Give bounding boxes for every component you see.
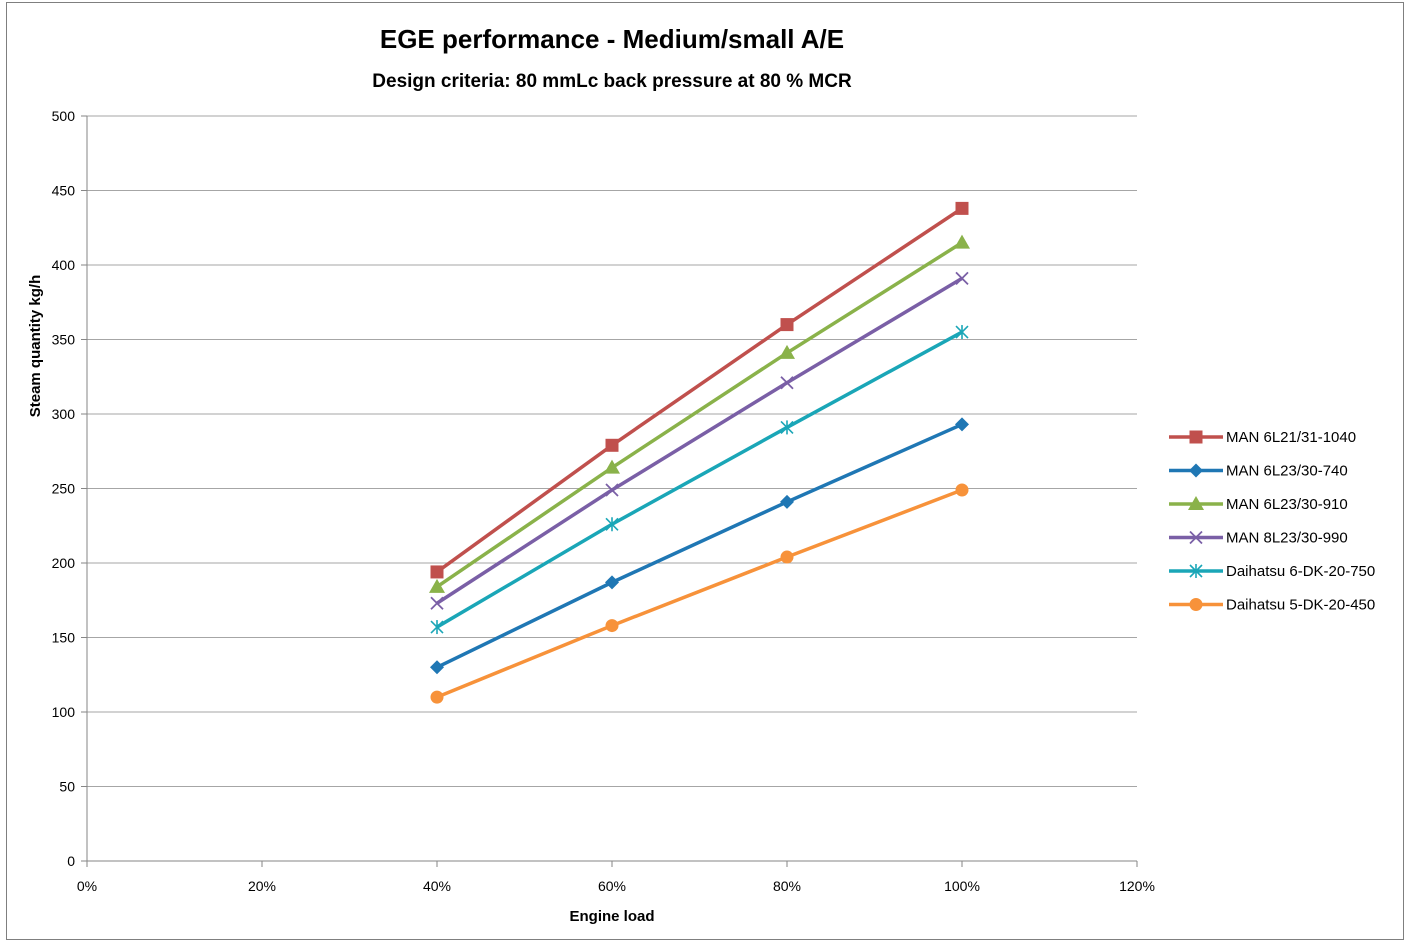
data-point — [605, 438, 619, 452]
data-point — [605, 517, 619, 532]
x-tick-label: 40% — [423, 878, 451, 894]
data-point — [780, 494, 794, 509]
legend-label: MAN 6L21/31-1040 — [1226, 429, 1356, 446]
legend-label: MAN 6L23/30-740 — [1226, 463, 1348, 480]
legend-item: Daihatsu 6-DK-20-750 — [1169, 563, 1375, 580]
legend-marker — [1188, 496, 1204, 510]
series-man-6l21-31-1040 — [430, 201, 969, 579]
y-tick-label: 300 — [52, 406, 76, 422]
legend-marker — [1189, 598, 1203, 611]
y-axis-label: Steam quantity kg/h — [27, 275, 44, 418]
legend-label: MAN 6L23/30-910 — [1226, 496, 1348, 513]
data-point — [605, 575, 619, 590]
series-daihatsu-5-dk-20-450 — [430, 483, 969, 704]
data-point — [955, 201, 969, 215]
x-axis-label: Engine load — [569, 908, 654, 925]
legend-item: MAN 6L23/30-740 — [1169, 463, 1348, 480]
data-point — [780, 550, 794, 564]
y-tick-label: 200 — [52, 555, 76, 571]
legend-item: MAN 6L21/31-1040 — [1169, 429, 1356, 446]
data-point — [605, 619, 619, 633]
series-line — [436, 241, 963, 589]
y-tick-label: 500 — [52, 108, 76, 124]
series-man-8l23-30-990 — [430, 271, 969, 610]
data-series — [429, 201, 970, 704]
legend-marker — [1189, 463, 1203, 478]
y-tick-label: 450 — [52, 183, 76, 199]
x-tick-label: 20% — [248, 878, 276, 894]
data-point — [955, 483, 969, 497]
data-point — [779, 344, 795, 359]
series-man-6l23-30-910 — [429, 234, 970, 593]
y-tick-label: 150 — [52, 630, 76, 646]
y-tick-label: 0 — [67, 853, 75, 869]
x-tick-label: 80% — [773, 878, 801, 894]
y-tick-label: 400 — [52, 257, 76, 273]
x-tick-label: 60% — [598, 878, 626, 894]
data-point — [780, 420, 794, 435]
series-line — [435, 206, 963, 574]
legend-marker — [1189, 430, 1203, 444]
x-tick-label: 0% — [77, 878, 97, 894]
chart-subtitle: Design criteria: 80 mmLc back pressure a… — [372, 71, 852, 92]
data-point — [780, 318, 794, 332]
series-line — [436, 422, 963, 669]
series-line — [436, 330, 963, 629]
line-chart: EGE performance - Medium/small A/E Desig… — [27, 24, 1375, 925]
legend-marker — [1189, 530, 1203, 545]
data-point — [955, 417, 969, 432]
series-line — [436, 488, 963, 699]
data-point — [780, 376, 794, 390]
y-tick-label: 250 — [52, 481, 76, 497]
axes: 0 50 100 150 200 250 300 350 400 450 500 0% 20% 40% 60… — [52, 108, 1155, 894]
y-tick-label: 100 — [52, 704, 76, 720]
legend-item: Daihatsu 5-DK-20-450 — [1169, 597, 1375, 614]
series-line — [436, 276, 963, 605]
data-point — [430, 690, 444, 704]
chart-frame: EGE performance - Medium/small A/E Desig… — [6, 2, 1404, 940]
data-point — [605, 483, 619, 497]
data-point — [955, 271, 969, 286]
legend-label: Daihatsu 5-DK-20-450 — [1226, 597, 1375, 614]
data-point — [429, 578, 445, 593]
legend-item: MAN 6L23/30-910 — [1169, 496, 1348, 513]
legend-label: Daihatsu 6-DK-20-750 — [1226, 563, 1375, 580]
series-man-6l23-30-740 — [430, 417, 969, 675]
legend-marker — [1189, 564, 1203, 578]
legend: MAN 6L21/31-1040 MAN 6L23/30-740 MAN 6L23/… — [1169, 429, 1375, 614]
data-point — [955, 325, 969, 340]
data-point — [430, 565, 444, 579]
data-point — [430, 660, 444, 675]
y-tick-label: 350 — [52, 332, 76, 348]
series-daihatsu-6-dk-20-750 — [430, 325, 969, 635]
data-point — [954, 234, 970, 249]
y-tick-label: 50 — [59, 779, 75, 795]
legend-label: MAN 8L23/30-990 — [1226, 530, 1348, 547]
x-tick-label: 100% — [944, 878, 980, 894]
data-point — [430, 596, 444, 610]
x-tick-label: 120% — [1119, 878, 1155, 894]
chart-title: EGE performance - Medium/small A/E — [380, 24, 844, 54]
legend-item: MAN 8L23/30-990 — [1169, 530, 1348, 547]
data-point — [604, 459, 620, 474]
data-point — [430, 620, 444, 635]
